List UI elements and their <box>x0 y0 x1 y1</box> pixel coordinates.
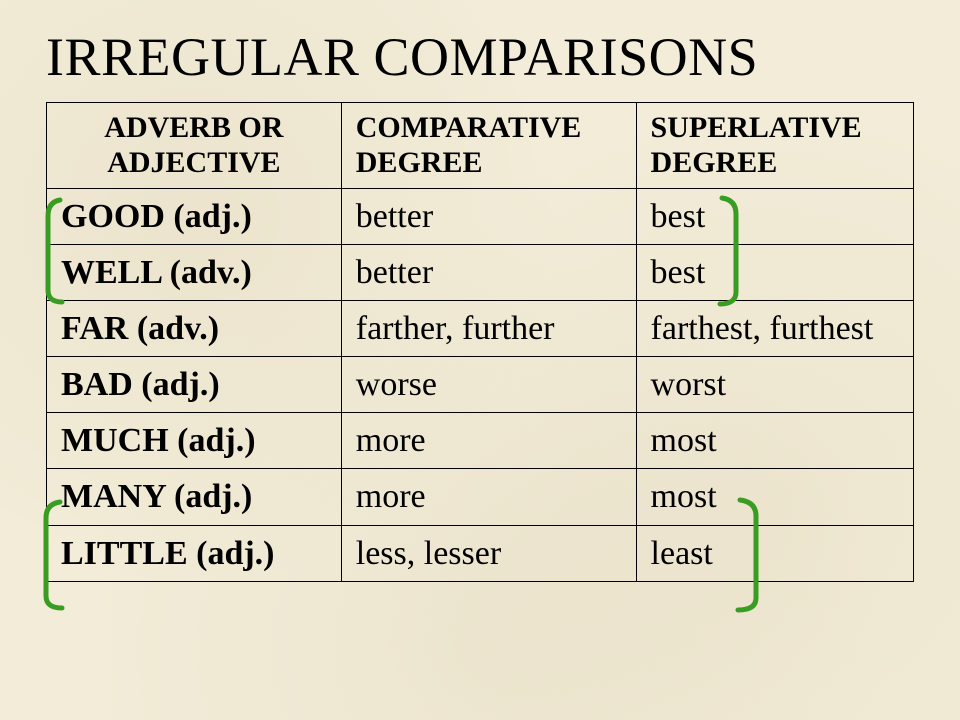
header-comparative: COMPARATIVE DEGREE <box>341 103 636 189</box>
header-superlative-line2: DEGREE <box>651 146 778 179</box>
table-row: FAR (adv.) farther, further farthest, fu… <box>47 301 914 357</box>
cell-base: LITTLE (adj.) <box>47 525 342 581</box>
cell-superlative: best <box>636 189 913 245</box>
table-body: GOOD (adj.) better best WELL (adv.) bett… <box>47 189 914 582</box>
cell-superlative: least <box>636 525 913 581</box>
comparisons-table: ADVERB OR ADJECTIVE COMPARATIVE DEGREE S… <box>46 102 914 582</box>
cell-superlative: most <box>636 413 913 469</box>
cell-superlative: best <box>636 245 913 301</box>
header-base-line2: ADJECTIVE <box>107 146 280 179</box>
cell-base: MANY (adj.) <box>47 469 342 525</box>
table-header-row: ADVERB OR ADJECTIVE COMPARATIVE DEGREE S… <box>47 103 914 189</box>
cell-base: FAR (adv.) <box>47 301 342 357</box>
cell-superlative: farthest, furthest <box>636 301 913 357</box>
header-base: ADVERB OR ADJECTIVE <box>47 103 342 189</box>
table-row: GOOD (adj.) better best <box>47 189 914 245</box>
table-row: MUCH (adj.) more most <box>47 413 914 469</box>
header-comparative-line1: COMPARATIVE <box>356 111 582 144</box>
cell-comparative: farther, further <box>341 301 636 357</box>
header-superlative-line1: SUPERLATIVE <box>651 111 862 144</box>
header-comparative-line2: DEGREE <box>356 146 483 179</box>
cell-base: MUCH (adj.) <box>47 413 342 469</box>
slide-container: IRREGULAR COMPARISONS ADVERB OR ADJECTIV… <box>0 0 960 720</box>
table-row: LITTLE (adj.) less, lesser least <box>47 525 914 581</box>
cell-comparative: more <box>341 469 636 525</box>
header-base-line1: ADVERB OR <box>104 111 283 144</box>
cell-comparative: less, lesser <box>341 525 636 581</box>
cell-comparative: worse <box>341 357 636 413</box>
cell-base: GOOD (adj.) <box>47 189 342 245</box>
cell-base: WELL (adv.) <box>47 245 342 301</box>
cell-comparative: more <box>341 413 636 469</box>
cell-comparative: better <box>341 189 636 245</box>
cell-comparative: better <box>341 245 636 301</box>
cell-superlative: worst <box>636 357 913 413</box>
slide-title: IRREGULAR COMPARISONS <box>46 26 914 88</box>
cell-superlative: most <box>636 469 913 525</box>
cell-base: BAD (adj.) <box>47 357 342 413</box>
header-superlative: SUPERLATIVE DEGREE <box>636 103 913 189</box>
table-row: MANY (adj.) more most <box>47 469 914 525</box>
table-row: WELL (adv.) better best <box>47 245 914 301</box>
table-row: BAD (adj.) worse worst <box>47 357 914 413</box>
